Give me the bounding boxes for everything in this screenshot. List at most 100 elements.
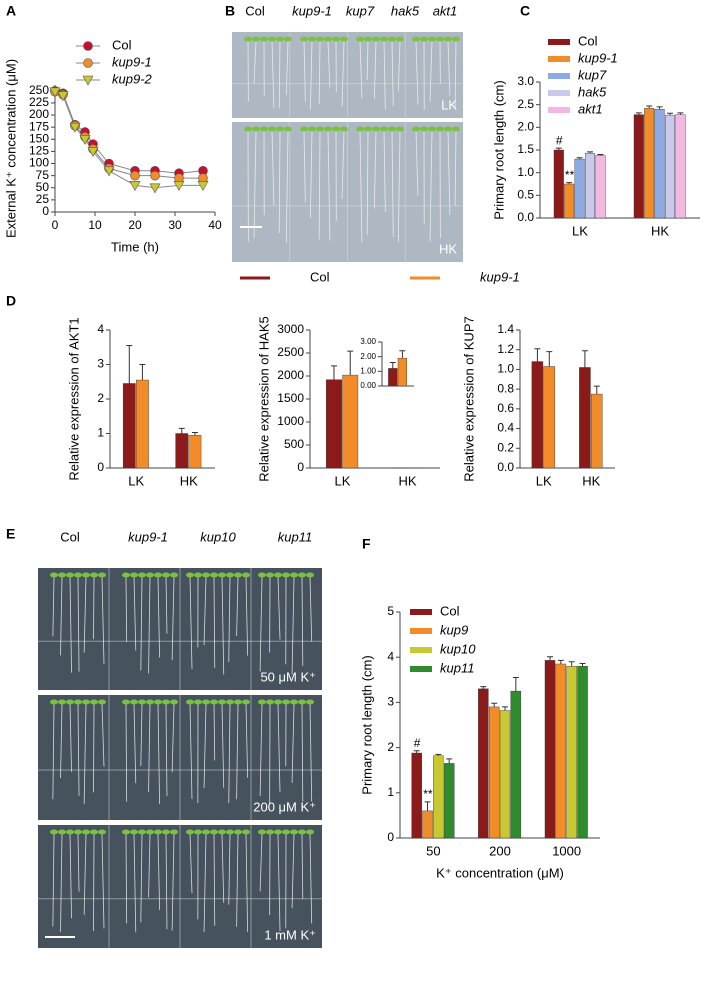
bar	[544, 366, 555, 468]
bar	[343, 375, 358, 468]
marker	[150, 184, 160, 193]
seedling	[186, 700, 194, 705]
genotype-label: Col	[60, 529, 80, 544]
x-axis-title: K⁺ concentration (μM)	[436, 865, 564, 880]
y-tick-label: 1.2	[497, 342, 514, 356]
x-tick-label: HK	[398, 473, 416, 488]
bar	[564, 184, 574, 218]
error-bar	[646, 106, 652, 108]
y-tick-label: 1000	[277, 414, 304, 428]
legend-label: Col	[310, 269, 330, 284]
legend-swatch	[548, 90, 570, 96]
genotype-label: hak5	[391, 3, 420, 18]
seedling	[258, 573, 266, 578]
y-tick-label: 125	[29, 144, 49, 158]
seedling	[218, 573, 226, 578]
seedling	[138, 573, 146, 578]
bar	[123, 383, 135, 468]
seedling	[324, 37, 332, 42]
seedling	[444, 127, 452, 132]
seedling	[290, 700, 298, 705]
bar	[591, 394, 602, 468]
x-tick-label: LK	[572, 223, 588, 238]
bar	[412, 753, 422, 838]
seedling	[298, 700, 306, 705]
panel-letter: E	[6, 526, 15, 542]
seedling	[282, 700, 290, 705]
bar	[388, 368, 397, 386]
bar	[596, 155, 606, 218]
seedling	[162, 830, 170, 835]
y-tick-label: 4	[387, 649, 394, 663]
error-bar	[491, 703, 497, 707]
seedling	[194, 830, 202, 835]
bar	[567, 666, 577, 838]
legend-label: Col	[578, 33, 598, 48]
seedling	[202, 830, 210, 835]
seedling	[194, 573, 202, 578]
x-tick-label: 30	[168, 218, 182, 232]
seedling	[130, 700, 138, 705]
legend-label: kup9-1	[480, 269, 520, 284]
error-bar	[347, 351, 353, 375]
legend-label: kup9-1	[112, 54, 152, 69]
seedling	[74, 573, 82, 578]
y-tick-label: 0.8	[497, 381, 514, 395]
seedling	[428, 127, 436, 132]
legend-swatch	[548, 39, 570, 45]
seedling	[412, 127, 420, 132]
seedling	[274, 830, 282, 835]
x-tick-label: HK	[180, 473, 198, 488]
seedling	[380, 127, 388, 132]
seedling	[364, 127, 372, 132]
error-bar	[657, 107, 663, 109]
seedling	[154, 830, 162, 835]
y-tick-label: 0.2	[497, 440, 514, 454]
seedling	[50, 700, 58, 705]
seedling	[82, 700, 90, 705]
y-tick-label: 2	[387, 740, 394, 754]
legend-label: Col	[112, 37, 132, 52]
bar	[634, 115, 644, 218]
y-tick-label: 1.5	[517, 142, 534, 156]
bar	[511, 691, 521, 838]
seedling	[308, 127, 316, 132]
error-bar	[435, 754, 441, 755]
error-bar	[331, 366, 337, 380]
y-tick-label: 1.0	[517, 165, 534, 179]
y-tick-label: 2.00	[360, 352, 376, 361]
y-tick-label: 0.0	[497, 460, 514, 474]
y-tick-label: 0	[387, 830, 394, 844]
y-tick-label: 0	[97, 460, 104, 474]
seedling	[298, 573, 306, 578]
x-tick-label: 50	[426, 843, 440, 858]
seedling	[396, 37, 404, 42]
y-tick-label: 150	[29, 131, 49, 145]
seedling	[218, 830, 226, 835]
bar	[585, 153, 595, 218]
error-bar	[390, 363, 396, 369]
seedling	[122, 573, 130, 578]
panel-letter: F	[362, 536, 371, 552]
x-tick-label: 10	[88, 218, 102, 232]
bar	[478, 689, 488, 838]
seedling	[162, 573, 170, 578]
x-tick-label: 1000	[552, 843, 581, 858]
seedling	[186, 830, 194, 835]
seedling	[50, 573, 58, 578]
bar	[545, 660, 555, 838]
seedling	[364, 37, 372, 42]
y-tick-label: 225	[29, 95, 49, 109]
error-bar	[192, 432, 198, 435]
seedling	[252, 127, 260, 132]
seedling	[260, 127, 268, 132]
seedling	[74, 700, 82, 705]
seedling	[300, 37, 308, 42]
legend-label: kup7	[578, 67, 607, 82]
plate-label: 1 mM K⁺	[264, 927, 316, 942]
bar	[575, 159, 585, 218]
plate-label: LK	[441, 97, 457, 112]
y-tick-label: 3.0	[517, 74, 534, 88]
seedling	[146, 700, 154, 705]
bar	[676, 115, 686, 218]
